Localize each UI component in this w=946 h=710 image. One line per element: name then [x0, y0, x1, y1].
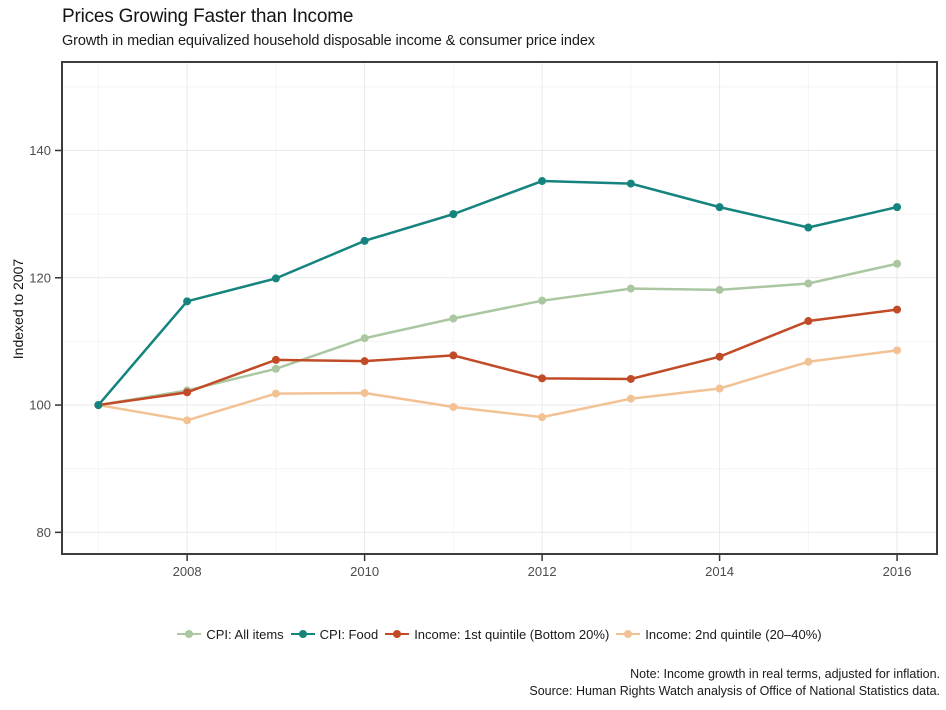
- x-tick-label: 2008: [173, 564, 202, 579]
- data-point: [271, 364, 280, 373]
- series-line: [97, 262, 899, 407]
- data-point: [626, 179, 635, 188]
- chart-notes: Note: Income growth in real terms, adjus…: [529, 666, 940, 700]
- y-tick-label: 120: [29, 270, 51, 285]
- x-tick-label: 2012: [528, 564, 557, 579]
- source-line: Source: Human Rights Watch analysis of O…: [529, 684, 940, 698]
- data-point: [626, 374, 635, 383]
- data-point: [538, 413, 547, 422]
- data-point: [893, 346, 902, 355]
- chart-subtitle: Growth in median equivalized household d…: [62, 33, 595, 49]
- data-point: [538, 296, 547, 305]
- data-point: [804, 317, 813, 326]
- data-point: [538, 177, 547, 186]
- data-point: [183, 388, 192, 397]
- legend-label: Income: 1st quintile (Bottom 20%): [414, 626, 610, 642]
- data-point: [94, 401, 103, 410]
- legend-line-dot-icon: [616, 629, 641, 639]
- data-point: [271, 389, 280, 398]
- data-point: [804, 279, 813, 288]
- series-line: [97, 349, 899, 422]
- y-tick-label: 100: [29, 398, 51, 413]
- y-tick-label: 140: [29, 143, 51, 158]
- x-tick-label: 2016: [883, 564, 912, 579]
- x-tick-label: 2010: [350, 564, 379, 579]
- legend-line-dot-icon: [290, 629, 315, 639]
- legend-label: Income: 2nd quintile (20–40%): [645, 626, 822, 642]
- data-point: [360, 357, 369, 366]
- legend-item: Income: 2nd quintile (20–40%): [616, 626, 822, 642]
- legend-item: CPI: All items: [177, 626, 284, 642]
- series-line: [97, 308, 899, 407]
- y-axis-title: Indexed to 2007: [10, 258, 26, 360]
- data-point: [804, 223, 813, 232]
- data-point: [538, 374, 547, 383]
- data-point: [360, 236, 369, 245]
- data-point: [449, 351, 458, 360]
- data-point: [449, 210, 458, 219]
- legend-item: Income: 1st quintile (Bottom 20%): [385, 627, 609, 642]
- data-point: [271, 274, 280, 283]
- y-tick-label: 80: [37, 525, 51, 540]
- series-line: [97, 179, 899, 407]
- data-point: [893, 259, 902, 268]
- data-point: [715, 384, 724, 393]
- data-point: [893, 203, 902, 212]
- legend-line-dot-icon: [177, 629, 202, 639]
- data-point: [183, 297, 192, 306]
- legend-label: CPI: Food: [319, 626, 379, 642]
- data-point: [626, 394, 635, 403]
- data-point: [893, 305, 902, 314]
- data-point: [715, 352, 724, 361]
- data-point: [183, 416, 192, 425]
- legend-line-dot-icon: [385, 629, 410, 639]
- x-tick-label: 2014: [705, 564, 734, 579]
- data-point: [271, 355, 280, 364]
- data-point: [715, 203, 724, 212]
- data-point: [715, 285, 724, 294]
- data-point: [449, 314, 458, 323]
- note-line: Note: Income growth in real terms, adjus…: [630, 667, 940, 681]
- data-point: [360, 334, 369, 343]
- legend-label: CPI: All items: [206, 626, 284, 642]
- chart-title: Prices Growing Faster than Income: [62, 6, 354, 27]
- chart-legend: CPI: All items CPI: Food Income: 1st quint…: [62, 622, 937, 646]
- data-point: [360, 388, 369, 397]
- legend-item: CPI: Food: [290, 626, 379, 642]
- data-point: [626, 284, 635, 293]
- data-point: [449, 402, 458, 411]
- panel-border: [61, 61, 938, 555]
- data-point: [804, 357, 813, 366]
